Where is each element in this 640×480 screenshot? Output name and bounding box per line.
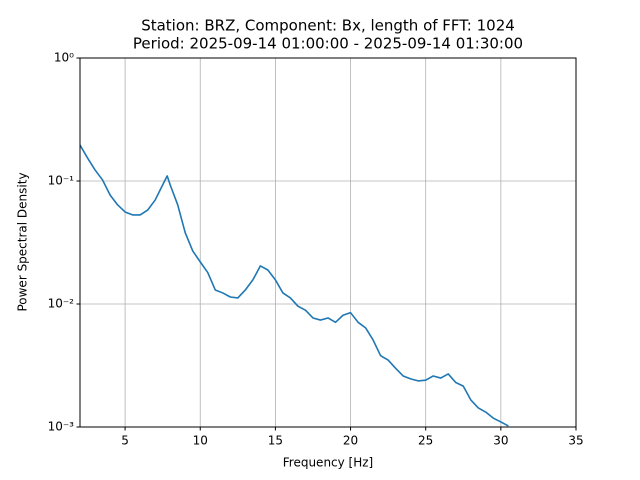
- x-tick-label: 20: [343, 434, 358, 448]
- y-tick-label: 10⁻¹: [48, 174, 75, 188]
- x-tick-label: 10: [193, 434, 208, 448]
- chart-subtitle: Period: 2025-09-14 01:00:00 - 2025-09-14…: [133, 35, 523, 53]
- x-tick-label: 5: [121, 434, 129, 448]
- data-line: [80, 144, 509, 427]
- plot-area: [80, 144, 509, 427]
- ticks: 5 10 15 20 25 30 35 10⁻³ 10⁻² 10⁻¹ 10⁰: [48, 51, 584, 448]
- chart-title: Station: BRZ, Component: Bx, length of F…: [141, 17, 515, 35]
- x-tick-label: 35: [568, 434, 583, 448]
- x-tick-label: 30: [493, 434, 508, 448]
- y-tick-label: 10⁰: [54, 51, 74, 65]
- x-axis-label: Frequency [Hz]: [283, 456, 374, 470]
- x-tick-label: 15: [268, 434, 283, 448]
- y-tick-label: 10⁻²: [48, 297, 75, 311]
- y-axis-label: Power Spectral Density: [16, 172, 30, 311]
- axes-frame: [79, 57, 577, 428]
- x-tick-label: 25: [418, 434, 433, 448]
- y-tick-label: 10⁻³: [48, 420, 75, 434]
